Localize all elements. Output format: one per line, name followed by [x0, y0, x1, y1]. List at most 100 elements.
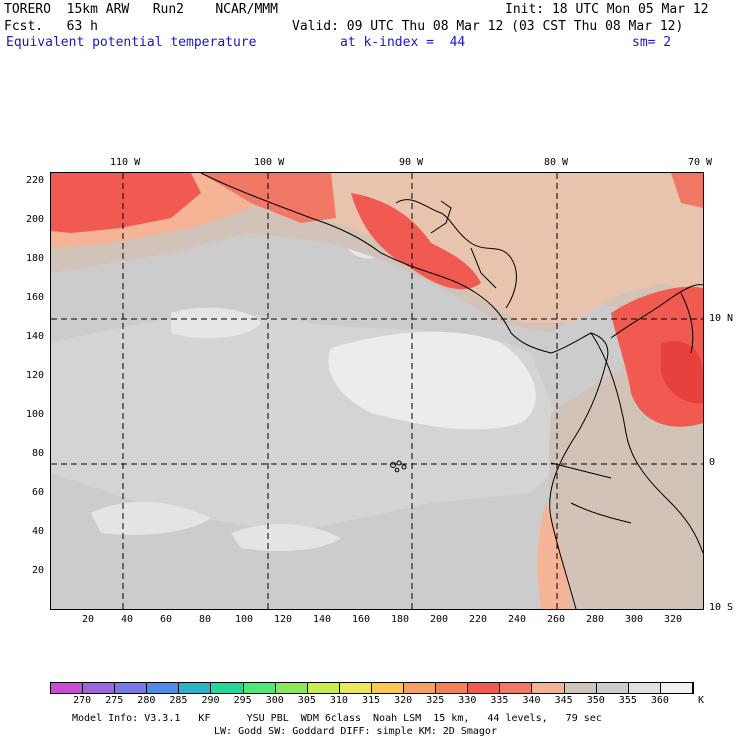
lon-label-80w: 80 W	[544, 157, 569, 168]
colorbar-swatch	[371, 683, 405, 693]
white-patch	[328, 331, 536, 430]
colorbar-label: 330	[458, 695, 477, 706]
y-tick: 160	[26, 292, 45, 303]
central-america-border	[395, 199, 517, 309]
colorbar-swatch	[211, 683, 244, 693]
x-tick: 20	[82, 614, 95, 625]
lat-lon-grid	[51, 173, 703, 609]
galapagos-islands	[390, 460, 407, 473]
white-patch	[91, 501, 211, 535]
lon-label-90w: 90 W	[399, 157, 424, 168]
field-name: Equivalent potential temperature	[6, 35, 257, 50]
warm-core	[661, 341, 703, 404]
smoothing-info: sm= 2	[632, 35, 672, 50]
lat-label-10s: 10 S	[709, 602, 734, 613]
colorbar-label: 310	[329, 695, 348, 706]
colorbar-label: 280	[137, 695, 156, 706]
colorbar-label: 290	[201, 695, 220, 706]
forecast-hour: Fcst. 63 h	[4, 19, 98, 34]
x-tick: 40	[121, 614, 134, 625]
coastlines	[200, 173, 703, 609]
country-border	[470, 247, 497, 289]
lon-label-100w: 100 W	[254, 157, 285, 168]
y-tick: 120	[26, 370, 45, 381]
warm-area	[671, 173, 703, 208]
colorbar-swatch	[147, 683, 180, 693]
colorbar-swatch	[468, 683, 501, 693]
x-tick: 240	[508, 614, 527, 625]
colorbar-swatch	[436, 683, 469, 693]
colorbar-swatch	[275, 683, 308, 693]
colorbar-swatch	[596, 683, 629, 693]
warm-area-central-america	[351, 193, 481, 290]
x-tick: 160	[352, 614, 371, 625]
colorbar-label: 355	[618, 695, 637, 706]
colorbar-label: 275	[105, 695, 124, 706]
colorbar-swatch	[51, 683, 84, 693]
colorbar-swatch	[307, 683, 340, 693]
map-panel	[50, 172, 704, 610]
x-tick: 200	[430, 614, 449, 625]
y-tick: 180	[26, 253, 45, 264]
colorbar-label: 305	[297, 695, 316, 706]
colorbar-label: 335	[490, 695, 509, 706]
x-tick: 260	[547, 614, 566, 625]
colorbar-label: 315	[362, 695, 381, 706]
caribbean-coast	[610, 284, 703, 339]
colorbar-unit: K	[698, 695, 705, 706]
peach-zone	[537, 503, 571, 609]
x-tick: 180	[391, 614, 410, 625]
colorbar-swatch	[532, 683, 565, 693]
x-tick: 220	[469, 614, 488, 625]
level-info: at k-index = 44	[340, 35, 466, 50]
x-tick: 300	[625, 614, 644, 625]
colorbar-swatch	[339, 683, 372, 693]
y-tick: 80	[32, 448, 45, 459]
colorbar-label: 295	[233, 695, 252, 706]
x-tick: 60	[160, 614, 173, 625]
colorbar-swatch	[660, 683, 693, 693]
colorbar-swatch	[564, 683, 597, 693]
y-tick: 60	[32, 487, 45, 498]
country-border	[680, 292, 694, 354]
country-border	[570, 502, 632, 524]
lon-label-70w: 70 W	[688, 157, 713, 168]
y-tick: 200	[26, 214, 45, 225]
init-time: Init: 18 UTC Mon 05 Mar 12	[505, 2, 709, 17]
colorbar-swatch	[83, 683, 116, 693]
y-tick: 140	[26, 331, 45, 342]
white-patch	[171, 307, 261, 339]
lat-label-10n: 10 N	[709, 313, 734, 324]
colorbar-label: 270	[73, 695, 92, 706]
colorbar-label: 320	[394, 695, 413, 706]
colorbar	[50, 682, 694, 694]
country-border	[430, 200, 452, 234]
model-title: TORERO 15km ARW Run2 NCAR/MMM	[4, 2, 278, 17]
y-tick: 220	[26, 175, 45, 186]
colorbar-label: 350	[586, 695, 605, 706]
colorbar-label: 285	[169, 695, 188, 706]
warm-area-northwest	[51, 173, 201, 233]
andes-border	[590, 332, 703, 554]
colorbar-swatch	[243, 683, 276, 693]
lat-label-0: 0	[709, 457, 716, 468]
model-info: Model Info: V3.3.1 KF YSU PBL WDM 6class…	[72, 713, 602, 724]
country-border	[550, 462, 612, 479]
colorbar-swatch	[179, 683, 212, 693]
colorbar-label: 360	[650, 695, 669, 706]
valid-time: Valid: 09 UTC Thu 08 Mar 12 (03 CST Thu …	[292, 19, 684, 34]
white-patch	[231, 523, 341, 551]
colorbar-swatch	[500, 683, 533, 693]
x-tick: 320	[664, 614, 683, 625]
colorbar-label: 340	[522, 695, 541, 706]
colorbar-label: 300	[265, 695, 284, 706]
colorbar-swatch	[115, 683, 148, 693]
colorbar-label: 325	[426, 695, 445, 706]
x-tick: 80	[199, 614, 212, 625]
x-tick: 140	[313, 614, 332, 625]
colorbar-swatch	[628, 683, 661, 693]
x-tick: 120	[274, 614, 293, 625]
colorbar-swatch	[404, 683, 437, 693]
x-tick: 280	[586, 614, 605, 625]
colorbar-label: 345	[554, 695, 573, 706]
